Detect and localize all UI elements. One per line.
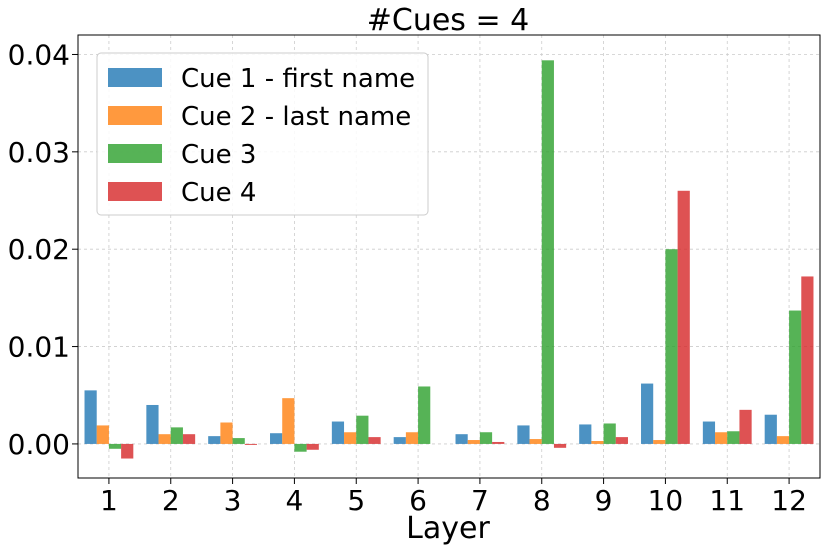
x-tick-label: 1 (100, 484, 118, 517)
y-tick-label: 0.02 (8, 233, 70, 266)
legend-swatch (108, 106, 162, 125)
bar-cue-4-layer-10 (677, 190, 690, 444)
x-tick-label: 6 (409, 484, 427, 517)
legend-swatch (108, 144, 162, 163)
legend-swatch (108, 68, 162, 87)
y-tick-label: 0.03 (8, 136, 70, 169)
bar-cue-1-first-name-layer-9 (579, 424, 592, 444)
bar-cue-2-last-name-layer-4 (282, 398, 295, 444)
x-tick-label: 8 (533, 484, 551, 517)
bar-cue-1-first-name-layer-11 (702, 421, 716, 444)
bar-cue-2-last-name-layer-2 (158, 434, 171, 444)
bar-cue-3-layer-3 (232, 438, 245, 444)
bar-cue-1-first-name-layer-12 (764, 414, 777, 444)
x-tick-label: 3 (224, 484, 242, 517)
bar-cue-2-last-name-layer-11 (715, 432, 728, 444)
bar-cue-2-last-name-layer-12 (776, 436, 790, 444)
bar-cue-1-first-name-layer-10 (641, 383, 654, 444)
bars (84, 60, 814, 459)
bar-cue-2-last-name-layer-10 (653, 440, 666, 444)
bar-cue-4-layer-4 (306, 443, 319, 450)
bar-cue-4-layer-7 (492, 441, 505, 444)
legend-label: Cue 3 (181, 140, 256, 170)
bar-cue-1-first-name-layer-1 (84, 390, 97, 444)
bar-cue-1-first-name-layer-5 (331, 421, 345, 444)
bar-cue-2-last-name-layer-6 (405, 432, 419, 444)
legend-swatch (108, 182, 162, 201)
legend-label: Cue 1 - first name (181, 64, 415, 94)
bar-cue-2-last-name-layer-3 (220, 422, 233, 444)
bar-cue-3-layer-4 (294, 443, 307, 452)
bar-cue-3-layer-1 (108, 443, 122, 449)
bar-cue-1-first-name-layer-3 (208, 436, 221, 444)
x-tick-label: 7 (471, 484, 489, 517)
bar-cue-1-first-name-layer-7 (455, 434, 468, 444)
x-tick-label: 4 (286, 484, 304, 517)
x-tick-label: 10 (648, 484, 684, 517)
x-axis: 1 2 3 4 5 6 7 8 9 10 11 12 (100, 478, 807, 517)
bar-cue-4-layer-12 (801, 276, 814, 444)
bar-cue-3-layer-7 (479, 432, 493, 444)
x-tick-label: 9 (595, 484, 613, 517)
legend-label: Cue 4 (181, 178, 256, 208)
bar-cue-3-layer-9 (603, 423, 616, 444)
x-tick-label: 11 (709, 484, 745, 517)
x-tick-label: 5 (347, 484, 365, 517)
bar-cue-2-last-name-layer-1 (96, 425, 109, 444)
bar-cue-2-last-name-layer-5 (344, 432, 357, 444)
bar-cue-3-layer-8 (541, 60, 554, 444)
bar-cue-3-layer-10 (665, 249, 678, 444)
y-tick-label: 0.01 (8, 331, 70, 364)
bar-cue-1-first-name-layer-8 (517, 425, 530, 444)
y-axis: 0.00 0.01 0.02 0.03 0.04 (8, 38, 78, 461)
legend: Cue 1 - first name Cue 2 - last name Cue 3… (96, 52, 429, 216)
bar-cue-2-last-name-layer-9 (591, 441, 604, 444)
bar-cue-3-layer-5 (356, 415, 369, 444)
chart-title: #Cues = 4 (367, 3, 529, 38)
bar-cue-1-first-name-layer-6 (393, 437, 406, 444)
bar-cue-4-layer-11 (739, 409, 752, 444)
bar-cue-3-layer-11 (727, 431, 740, 444)
bar-cue-4-layer-5 (368, 437, 381, 444)
bar-cue-2-last-name-layer-7 (467, 440, 480, 444)
bar-cue-3-layer-6 (418, 386, 431, 444)
bar-cue-3-layer-12 (789, 310, 802, 444)
y-tick-label: 0.00 (8, 428, 70, 461)
bar-cue-4-layer-2 (182, 434, 196, 444)
bar-cue-1-first-name-layer-4 (270, 433, 283, 444)
bar-cue-4-layer-9 (615, 437, 628, 444)
x-tick-label: 12 (771, 484, 807, 517)
bar-cue-1-first-name-layer-2 (146, 404, 159, 444)
x-tick-label: 2 (162, 484, 180, 517)
bar-cue-3-layer-2 (170, 427, 183, 444)
bar-cue-4-layer-1 (121, 443, 134, 459)
plot-frame (77, 34, 821, 479)
y-tick-label: 0.04 (8, 38, 70, 71)
legend-box (96, 52, 429, 216)
bar-cue-2-last-name-layer-8 (529, 439, 542, 444)
x-axis-label: Layer (406, 511, 490, 546)
bar-cue-4-layer-3 (244, 443, 257, 445)
bar-cue-4-layer-8 (553, 443, 567, 448)
legend-label: Cue 2 - last name (181, 102, 411, 132)
